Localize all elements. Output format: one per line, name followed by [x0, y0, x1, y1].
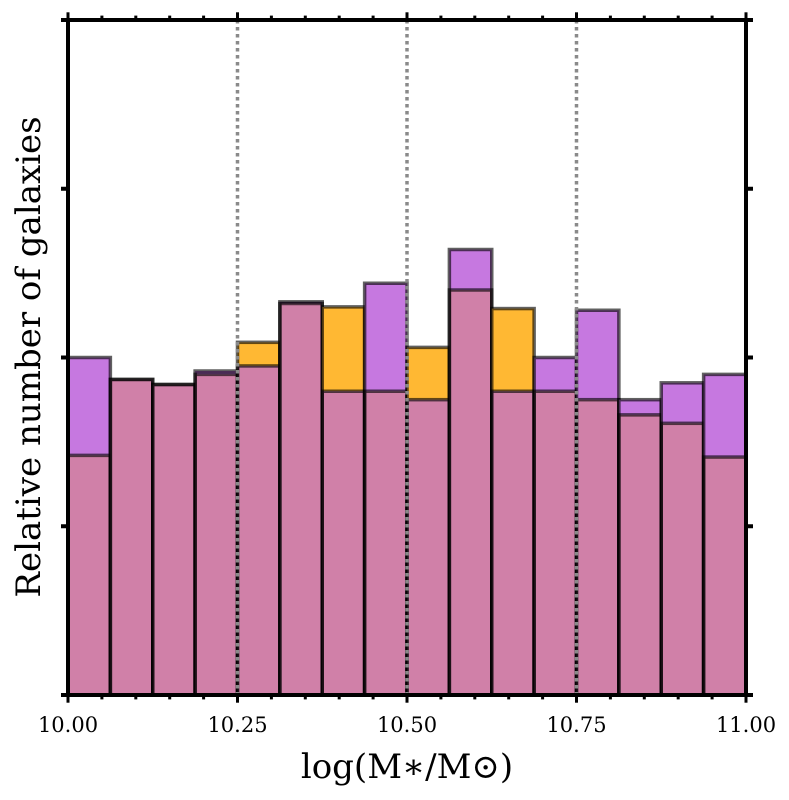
x-tick-label: 10.75 — [546, 713, 606, 737]
histogram-bar-excess — [534, 357, 577, 392]
x-tick-labels: 10.00 10.25 10.50 10.75 11.00 — [38, 713, 776, 737]
reference-lines — [235, 20, 579, 695]
histogram-bar-overlap — [491, 391, 535, 695]
histogram-bar-excess — [449, 249, 492, 290]
x-tick-label: 10.50 — [377, 713, 437, 737]
histogram-bar-excess — [491, 308, 535, 392]
histogram-bar-excess — [576, 310, 619, 400]
x-tick-label: 10.00 — [38, 713, 98, 737]
histogram-bar-excess — [68, 357, 111, 456]
histogram-bar-excess — [322, 306, 365, 392]
histogram-bar-overlap — [322, 391, 365, 695]
histogram-bar-excess — [661, 382, 704, 424]
tick-marks — [61, 12, 753, 703]
x-axis-label: log(M∗/M⊙) — [301, 747, 513, 787]
x-tick-label: 10.25 — [207, 713, 267, 737]
histogram-bar-overlap — [407, 399, 450, 695]
histogram-bar-excess — [237, 342, 280, 366]
histogram-bar-overlap — [364, 391, 407, 695]
histogram-bar-overlap — [449, 290, 492, 695]
histogram-bar-overlap — [576, 399, 619, 695]
histogram-bar-excess — [364, 283, 407, 392]
y-axis-label: Relative number of galaxies — [9, 116, 49, 597]
histogram-bar-excess — [407, 347, 450, 400]
histogram-bar-overlap — [703, 457, 746, 695]
histogram-bar-excess — [618, 399, 662, 415]
histogram-bar-overlap — [152, 384, 196, 695]
histogram-bar-overlap — [279, 303, 323, 695]
histogram-bar-excess — [703, 374, 746, 458]
histogram-bar-overlap — [68, 455, 111, 695]
histogram-bar-overlap — [237, 365, 280, 695]
x-tick-label: 11.00 — [716, 713, 776, 737]
histogram-bar-overlap — [534, 391, 577, 695]
histogram-bar-overlap — [661, 423, 704, 695]
histogram-bar-overlap — [618, 414, 662, 695]
histogram-bar-overlap — [195, 374, 238, 695]
histogram-bar-overlap — [110, 379, 153, 695]
